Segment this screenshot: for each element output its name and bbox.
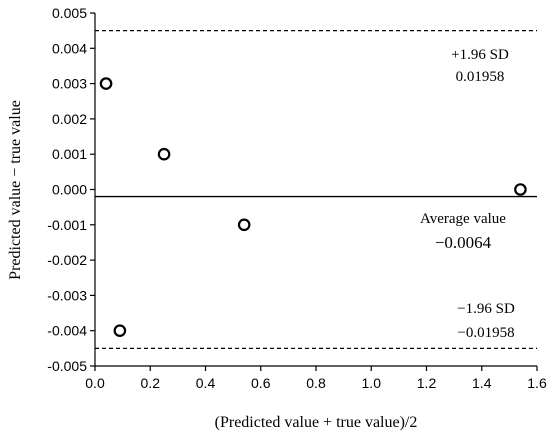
lower-limit-label: −1.96 SD — [457, 301, 515, 317]
y-axis-ticks: -0.005 -0.004 -0.003 -0.002 -0.001 0.000 0.001… — [47, 5, 95, 374]
lower-limit-value: −0.01958 — [457, 325, 514, 341]
upper-limit-label: +1.96 SD — [451, 47, 509, 63]
y-tick-label: -0.005 — [47, 358, 87, 374]
data-point — [514, 183, 527, 196]
data-point — [99, 77, 113, 90]
y-tick-label: -0.004 — [47, 323, 87, 339]
data-point — [113, 324, 127, 337]
y-tick-label: -0.003 — [47, 287, 87, 303]
y-tick-label: 0.003 — [52, 76, 87, 92]
data-points — [99, 77, 527, 337]
upper-limit-value: 0.01958 — [456, 69, 505, 85]
x-tick-label: 0.4 — [196, 375, 216, 391]
x-tick-label: 1.2 — [417, 375, 437, 391]
mean-value: −0.0064 — [435, 233, 492, 252]
x-tick-label: 1.0 — [362, 375, 382, 391]
x-tick-label: 1.6 — [527, 375, 547, 391]
x-tick-label: 0.8 — [306, 375, 326, 391]
mean-label: Average value — [420, 211, 506, 227]
y-tick-label: 0.001 — [52, 146, 87, 162]
y-tick-label: 0.005 — [52, 5, 87, 21]
y-tick-label: 0.004 — [52, 40, 87, 56]
x-tick-label: 0.0 — [85, 375, 105, 391]
data-point — [237, 218, 251, 232]
x-tick-label: 0.6 — [251, 375, 271, 391]
x-tick-label: 1.4 — [472, 375, 492, 391]
x-tick-label: 0.2 — [141, 375, 161, 391]
y-tick-label: -0.002 — [47, 252, 87, 268]
y-axis-title: Predicted value − true value — [7, 100, 24, 280]
x-axis-title: (Predicted value + true value)/2 — [215, 414, 418, 431]
x-axis-ticks: 0.0 0.2 0.4 0.6 0.8 1.0 1.2 1.4 1.6 — [85, 366, 547, 391]
y-tick-label: -0.001 — [47, 217, 87, 233]
data-point — [157, 147, 171, 161]
y-tick-label: 0.002 — [52, 111, 87, 127]
y-tick-label: 0.000 — [52, 182, 87, 198]
